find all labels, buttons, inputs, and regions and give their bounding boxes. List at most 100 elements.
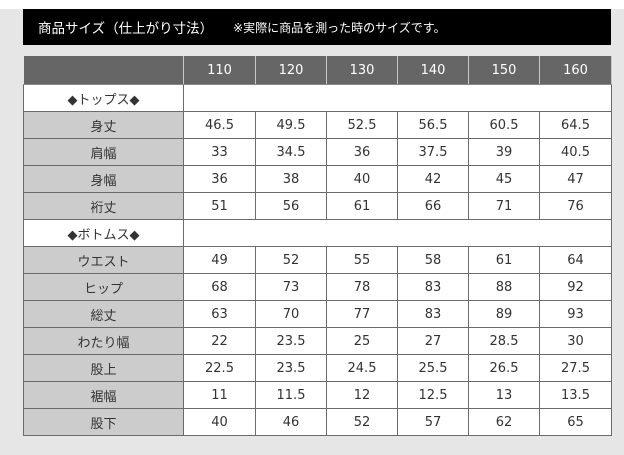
measurement-value: 27.5 [539, 354, 612, 382]
measurement-value: 12 [326, 381, 398, 409]
measurement-value: 56.5 [397, 111, 469, 139]
measurement-value: 77 [326, 300, 398, 328]
table-row: 肩幅 33 34.5 36 37.5 39 40.5 [23, 138, 612, 166]
size-column-header: 150 [468, 56, 540, 85]
measurement-value: 26.5 [468, 354, 540, 382]
measurement-value: 13.5 [539, 381, 612, 409]
measurement-value: 58 [397, 246, 469, 274]
measurement-value: 27 [397, 327, 469, 355]
size-header-row: 110 120 130 140 150 160 [23, 56, 612, 85]
measurement-value: 52.5 [326, 111, 398, 139]
measurement-value: 89 [468, 300, 540, 328]
section-row: ◆ボトムス◆ [23, 219, 612, 247]
measurement-value: 25 [326, 327, 398, 355]
measurement-value: 68 [183, 273, 256, 301]
size-column-header: 110 [183, 56, 256, 85]
measurement-value: 33 [183, 138, 256, 166]
table-row: 身丈 46.5 49.5 52.5 56.5 60.5 64.5 [23, 111, 612, 139]
measurement-value: 40.5 [539, 138, 612, 166]
measurement-value: 63 [183, 300, 256, 328]
table-row: 股下 40 46 52 57 62 65 [23, 408, 612, 436]
measurement-label: 肩幅 [23, 138, 184, 166]
measurement-label: 身幅 [23, 165, 184, 193]
measurement-value: 30 [539, 327, 612, 355]
size-column-header: 140 [397, 56, 469, 85]
measurement-value: 49.5 [255, 111, 327, 139]
measurement-value: 93 [539, 300, 612, 328]
section-label: ◆ボトムス◆ [23, 219, 184, 247]
size-chart-title: 商品サイズ（仕上がり寸法） [38, 21, 214, 37]
table-row: ウエスト 49 52 55 58 61 64 [23, 246, 612, 274]
measurement-value: 22 [183, 327, 256, 355]
measurement-value: 92 [539, 273, 612, 301]
measurement-value: 38 [255, 165, 327, 193]
measurement-value: 46.5 [183, 111, 256, 139]
measurement-value: 47 [539, 165, 612, 193]
measurement-value: 88 [468, 273, 540, 301]
size-column-header: 120 [255, 56, 327, 85]
section-label: ◆トップス◆ [23, 84, 184, 112]
section-empty-cell [183, 84, 612, 112]
measurement-value: 83 [397, 300, 469, 328]
measurement-value: 37.5 [397, 138, 469, 166]
measurement-value: 25.5 [397, 354, 469, 382]
measurement-value: 62 [468, 408, 540, 436]
measurement-label: 股上 [23, 354, 184, 382]
table-row: 裄丈 51 56 61 66 71 76 [23, 192, 612, 220]
measurement-label: ヒップ [23, 273, 184, 301]
measurement-value: 42 [397, 165, 469, 193]
measurement-value: 64 [539, 246, 612, 274]
measurement-value: 40 [183, 408, 256, 436]
measurement-value: 49 [183, 246, 256, 274]
measurement-value: 46 [255, 408, 327, 436]
measurement-value: 40 [326, 165, 398, 193]
table-row: 総丈 63 70 77 83 89 93 [23, 300, 612, 328]
measurement-label: 股下 [23, 408, 184, 436]
measurement-label: 身丈 [23, 111, 184, 139]
measurement-value: 34.5 [255, 138, 327, 166]
measurement-value: 83 [397, 273, 469, 301]
measurement-value: 52 [255, 246, 327, 274]
measurement-value: 78 [326, 273, 398, 301]
measurement-label: ウエスト [23, 246, 184, 274]
measurement-value: 76 [539, 192, 612, 220]
measurement-value: 45 [468, 165, 540, 193]
size-table: 110 120 130 140 150 160 ◆トップス◆ 身丈 46.5 49.5… [23, 56, 612, 436]
top-band [0, 0, 624, 9]
measurement-value: 73 [255, 273, 327, 301]
measurement-value: 56 [255, 192, 327, 220]
measurement-value: 23.5 [255, 327, 327, 355]
measurement-value: 13 [468, 381, 540, 409]
size-column-header: 130 [326, 56, 398, 85]
measurement-value: 60.5 [468, 111, 540, 139]
measurement-value: 66 [397, 192, 469, 220]
measurement-value: 61 [326, 192, 398, 220]
table-row: ヒップ 68 73 78 83 88 92 [23, 273, 612, 301]
measurement-value: 57 [397, 408, 469, 436]
measurement-label: 総丈 [23, 300, 184, 328]
measurement-value: 61 [468, 246, 540, 274]
measurement-value: 11.5 [255, 381, 327, 409]
size-column-header: 160 [539, 56, 612, 85]
measurement-value: 22.5 [183, 354, 256, 382]
size-chart-title-bar: 商品サイズ（仕上がり寸法） ※実際に商品を測った時のサイズです。 [23, 9, 611, 45]
measurement-value: 12.5 [397, 381, 469, 409]
measurement-value: 36 [183, 165, 256, 193]
table-row: 股上 22.5 23.5 24.5 25.5 26.5 27.5 [23, 354, 612, 382]
measurement-value: 52 [326, 408, 398, 436]
measurement-value: 71 [468, 192, 540, 220]
measurement-label: 裾幅 [23, 381, 184, 409]
measurement-value: 51 [183, 192, 256, 220]
measurement-value: 70 [255, 300, 327, 328]
table-row: わたり幅 22 23.5 25 27 28.5 30 [23, 327, 612, 355]
measurement-value: 24.5 [326, 354, 398, 382]
table-row: 身幅 36 38 40 42 45 47 [23, 165, 612, 193]
measurement-label: わたり幅 [23, 327, 184, 355]
measurement-value: 23.5 [255, 354, 327, 382]
measurement-note: ※実際に商品を測った時のサイズです。 [233, 20, 446, 35]
section-empty-cell [183, 219, 612, 247]
measurement-value: 11 [183, 381, 256, 409]
measurement-value: 39 [468, 138, 540, 166]
measurement-value: 28.5 [468, 327, 540, 355]
section-row: ◆トップス◆ [23, 84, 612, 112]
